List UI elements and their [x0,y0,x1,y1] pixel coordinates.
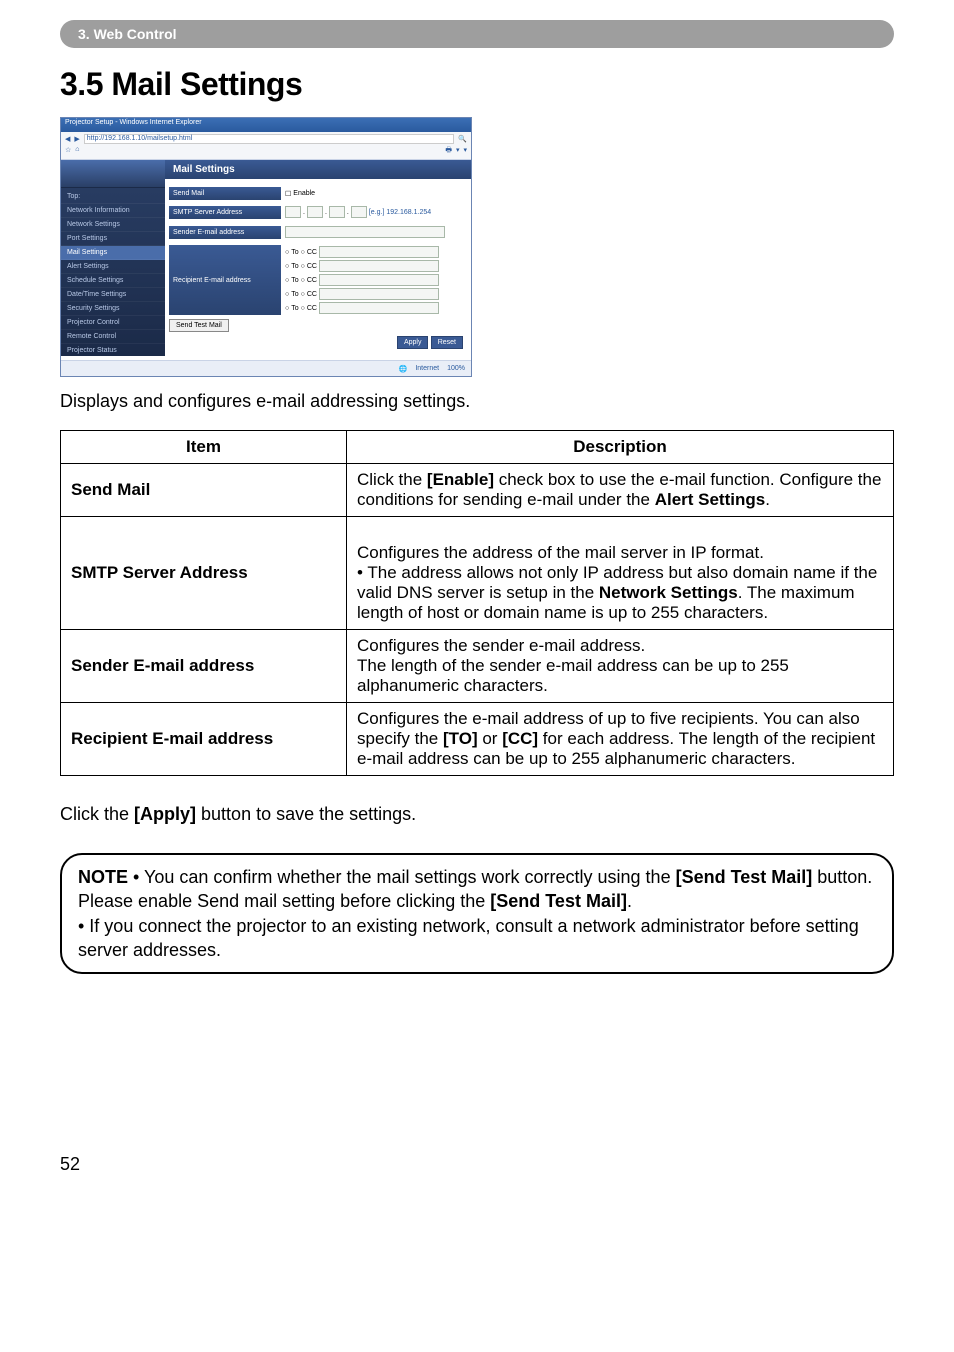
ss-toolbar: ☆ ⌂ 🖶 ▾ ▾ [65,146,467,157]
ip3 [329,206,345,218]
send-test-button: Send Test Mail [169,319,229,332]
forward-icon: ▶ [74,135,79,143]
ss-address-bar: ◀ ▶ http://192.168.1.10/mailsetup.html 🔍… [61,132,471,160]
nav-alert: Alert Settings [61,260,165,274]
row-sendmail-desc: Click the [Enable] check box to use the … [347,464,894,517]
ss-logo [61,160,165,188]
ip4 [351,206,367,218]
th-item: Item [61,431,347,464]
internet-icon: 🌐 [399,365,408,373]
apply-button: Apply [397,336,429,349]
url-field: http://192.168.1.10/mailsetup.html [84,134,455,144]
nav-remote: Remote Control [61,330,165,344]
to3: To [291,277,298,284]
ss-sidebar: Top: Network Information Network Setting… [61,160,165,356]
row-sender-item: Sender E-mail address [61,630,347,703]
nav-projctrl: Projector Control [61,316,165,330]
row-smtp-item: SMTP Server Address [61,517,347,630]
nav-top: Top: [61,190,165,204]
r1 [319,246,439,258]
star-icon: ☆ [65,146,71,157]
to1: To [291,249,298,256]
enable-label: Enable [293,190,315,197]
nav-status: Projector Status [61,344,165,358]
page-heading: 3.5 Mail Settings [60,66,894,103]
nav-datetime: Date/Time Settings [61,288,165,302]
th-desc: Description [347,431,894,464]
nav-netinfo: Network Information [61,204,165,218]
page-icon: ▾ [456,146,460,157]
apply-note: Click the [Apply] button to save the set… [60,804,894,825]
note-line2: • If you connect the projector to an exi… [78,916,859,960]
to4: To [291,291,298,298]
footer-zoom: 100% [447,365,465,372]
ss-panel-title: Mail Settings [165,160,471,179]
r3 [319,274,439,286]
reset-button: Reset [431,336,463,349]
tools-icon: ▾ [463,146,467,157]
back-icon: ◀ [65,135,70,143]
row-sender-desc: Configures the sender e-mail address. Th… [347,630,894,703]
ip-example: [e.g.] 192.168.1.254 [369,209,431,216]
description-table: Item Description Send Mail Click the [En… [60,430,894,776]
page-number: 52 [60,1154,894,1175]
note-label: NOTE [78,867,128,887]
search-icon: 🔍 [458,135,467,143]
ss-label-recipient: Recipient E-mail address [169,245,281,315]
ip1 [285,206,301,218]
to5: To [291,305,298,312]
enable-checkbox: ☐ [285,190,291,198]
r4 [319,288,439,300]
cc1: CC [307,249,317,256]
cc3: CC [307,277,317,284]
ss-window-title: Projector Setup - Windows Internet Explo… [61,118,471,132]
ss-nav: Top: Network Information Network Setting… [61,188,165,374]
r5 [319,302,439,314]
ip2 [307,206,323,218]
ss-label-sender: Sender E-mail address [169,226,281,239]
nav-port: Port Settings [61,232,165,246]
row-smtp-desc: Configures the address of the mail serve… [347,517,894,630]
nav-security: Security Settings [61,302,165,316]
ss-label-smtp: SMTP Server Address [169,206,281,219]
ss-label-sendmail: Send Mail [169,187,281,200]
home-icon: ⌂ [75,146,79,157]
nav-netset: Network Settings [61,218,165,232]
nav-mail: Mail Settings [61,246,165,260]
print-icon: 🖶 [445,146,452,157]
note-box: NOTE • You can confirm whether the mail … [60,853,894,974]
sender-input [285,226,445,238]
section-tab: 3. Web Control [60,20,894,48]
mail-settings-screenshot: Projector Setup - Windows Internet Explo… [60,117,472,377]
row-recipient-item: Recipient E-mail address [61,703,347,776]
nav-sched: Schedule Settings [61,274,165,288]
to2: To [291,263,298,270]
ss-main: Mail Settings Send Mail ☐ Enable SMTP Se… [165,160,471,356]
footer-internet: Internet [415,365,439,372]
cc5: CC [307,305,317,312]
row-recipient-desc: Configures the e-mail address of up to f… [347,703,894,776]
intro-text: Displays and configures e-mail addressin… [60,391,894,412]
row-sendmail-item: Send Mail [61,464,347,517]
cc2: CC [307,263,317,270]
cc4: CC [307,291,317,298]
r2 [319,260,439,272]
ss-footer: 🌐 Internet 100% [61,360,471,376]
